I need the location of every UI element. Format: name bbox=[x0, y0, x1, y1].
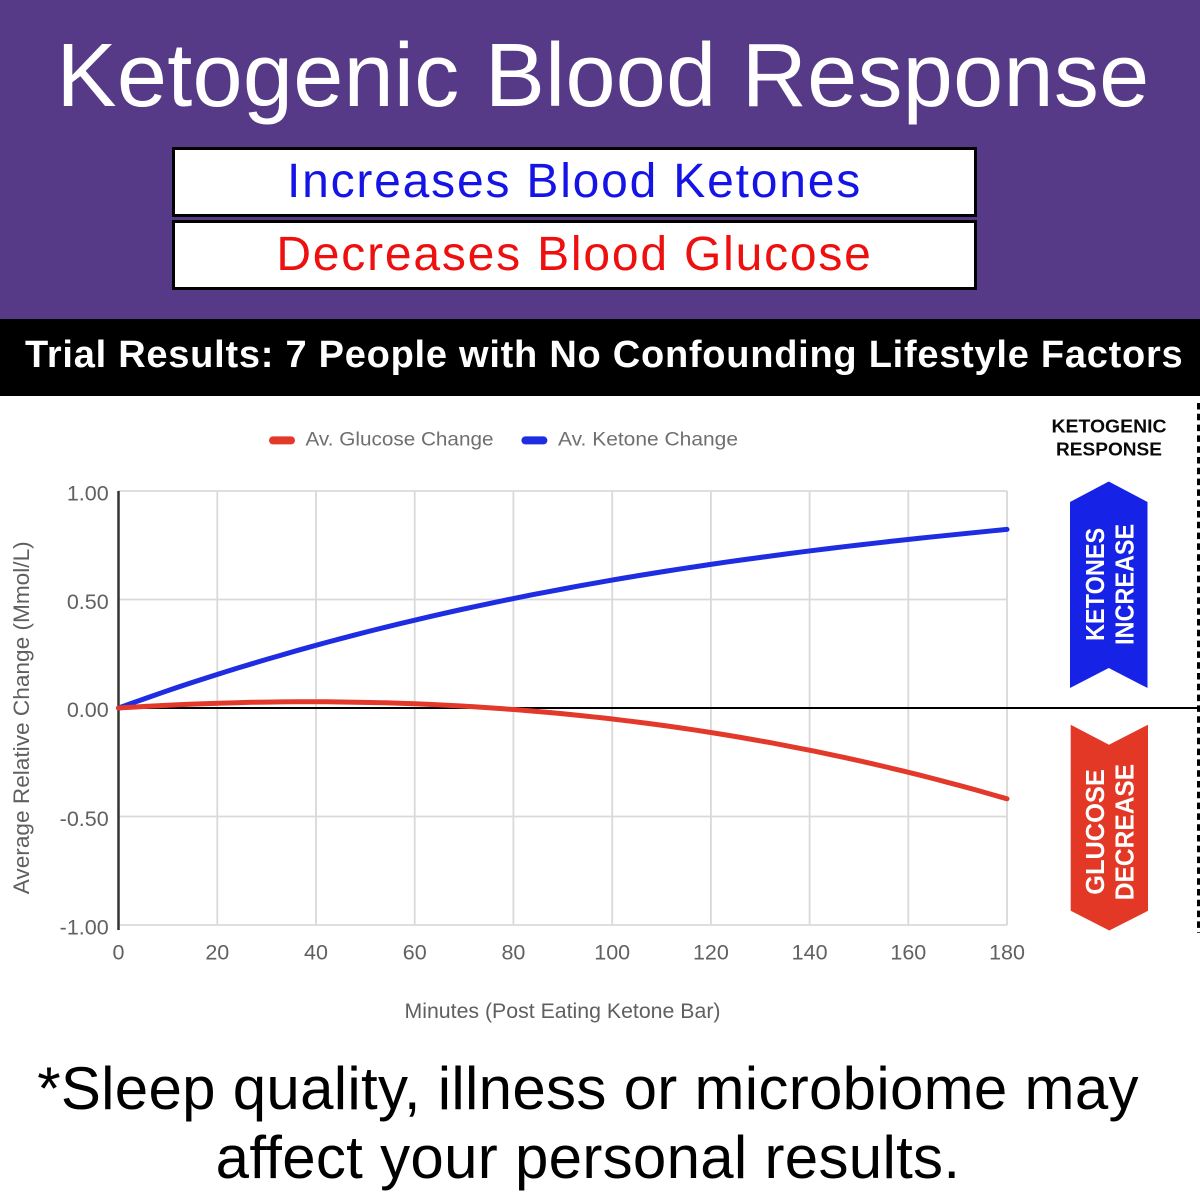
svg-text:40: 40 bbox=[304, 940, 328, 964]
svg-text:160: 160 bbox=[890, 940, 926, 964]
svg-text:100: 100 bbox=[594, 940, 630, 964]
svg-text:-1.00: -1.00 bbox=[60, 915, 109, 939]
svg-text:0: 0 bbox=[113, 940, 125, 964]
svg-text:60: 60 bbox=[403, 940, 427, 964]
svg-text:Av. Glucose Change: Av. Glucose Change bbox=[306, 429, 494, 451]
svg-text:0.00: 0.00 bbox=[67, 698, 109, 722]
svg-text:80: 80 bbox=[501, 940, 525, 964]
svg-text:GLUCOSE: GLUCOSE bbox=[1080, 769, 1110, 895]
svg-text:Av. Ketone Change: Av. Ketone Change bbox=[558, 429, 738, 451]
svg-text:INCREASE: INCREASE bbox=[1109, 524, 1139, 645]
svg-text:20: 20 bbox=[205, 940, 229, 964]
svg-text:120: 120 bbox=[693, 940, 729, 964]
svg-text:KETONES: KETONES bbox=[1080, 528, 1110, 641]
svg-text:Minutes (Post Eating Ketone Ba: Minutes (Post Eating Ketone Bar) bbox=[405, 999, 721, 1023]
svg-text:Average Relative Change (Mmol/: Average Relative Change (Mmol/L) bbox=[9, 541, 34, 894]
svg-text:180: 180 bbox=[989, 940, 1025, 964]
svg-text:-0.50: -0.50 bbox=[60, 807, 109, 831]
svg-text:1.00: 1.00 bbox=[67, 481, 109, 505]
svg-text:140: 140 bbox=[792, 940, 828, 964]
svg-text:RESPONSE: RESPONSE bbox=[1056, 439, 1162, 459]
svg-text:KETOGENIC: KETOGENIC bbox=[1052, 417, 1167, 437]
svg-text:0.50: 0.50 bbox=[67, 590, 109, 614]
svg-text:DECREASE: DECREASE bbox=[1109, 764, 1139, 900]
